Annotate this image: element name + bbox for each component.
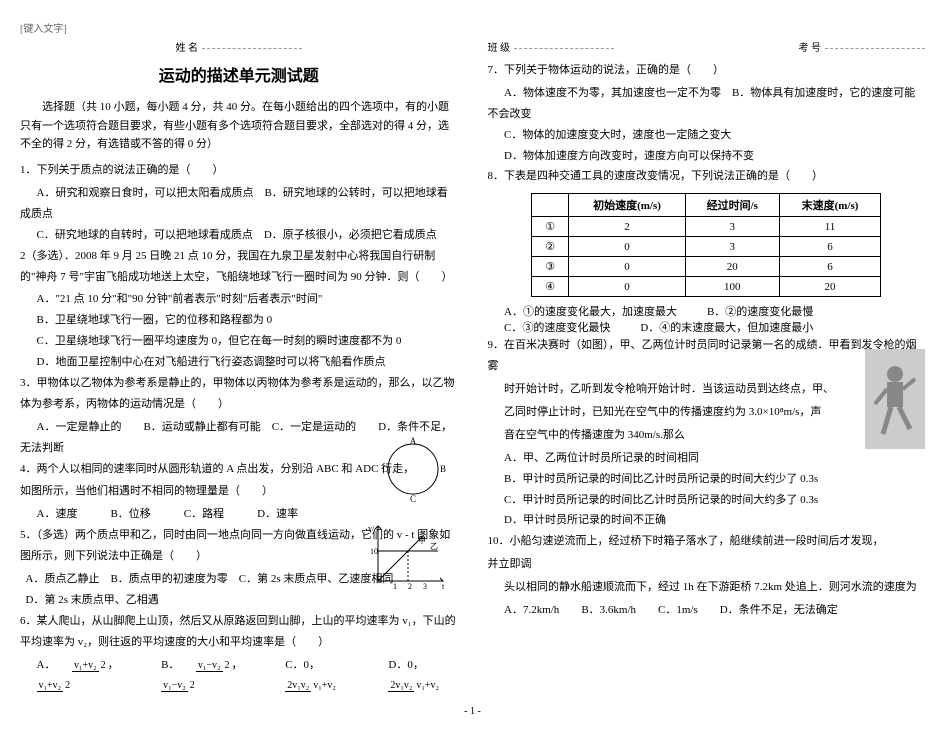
q5-D: D．第 2s 末质点甲、乙相遇 bbox=[20, 590, 458, 611]
q2-stem: 2（多选）．2008 年 9 月 25 日晚 21 点 10 分，我国在九泉卫星… bbox=[20, 246, 458, 288]
q10-opts: A．7.2km/h B．3.6km/h C．1m/s D．条件不足，无法确定 bbox=[488, 600, 926, 621]
q10-stem2: 并立即调 bbox=[488, 554, 926, 575]
svg-text:A: A bbox=[409, 436, 416, 446]
th0 bbox=[532, 194, 569, 217]
insert-text-marker: [键入文字] bbox=[20, 20, 925, 35]
svg-text:B: B bbox=[440, 464, 446, 474]
table-row: ②036 bbox=[532, 237, 881, 257]
q7-stem: 7．下列关于物体运动的说法，正确的是（ ） bbox=[488, 60, 926, 81]
class-label: 班 级 bbox=[488, 43, 511, 54]
svg-text:3: 3 bbox=[423, 582, 427, 591]
q2-C: C．卫星绕地球飞行一圈平均速度为 0，但它在每一时刻的瞬时速度都不为 0 bbox=[20, 331, 458, 352]
q1-CD: C．研究地球的自转时，可以把地球看成质点 D．原子核很小，必须把它看成质点 bbox=[20, 225, 458, 246]
table-row: ①2311 bbox=[532, 217, 881, 237]
th3: 末速度(m/s) bbox=[779, 194, 881, 217]
q8-CD: C．③的速度变化最快D．④的末速度最大，但加速度最小 bbox=[488, 319, 926, 335]
q7-A: A．物体速度不为零，其加速度也一定不为零 B．物体具有加速度时，它的速度可能不会… bbox=[488, 83, 926, 125]
table-row: ④010020 bbox=[532, 277, 881, 297]
name-label: 姓 名 bbox=[176, 43, 199, 54]
runner-photo bbox=[865, 349, 925, 449]
svg-text:D: D bbox=[382, 464, 389, 474]
class-blank bbox=[514, 48, 614, 49]
q7-C: C．物体的加速度变大时，速度也一定随之变大 bbox=[488, 125, 926, 146]
q8-table: 初始速度(m/s) 经过时间/s 末速度(m/s) ①2311 ②036 ③02… bbox=[531, 193, 881, 297]
paper-title: 运动的描述单元测试题 bbox=[20, 62, 458, 86]
left-column: 姓 名 运动的描述单元测试题 选择题（共 10 小题，每小题 4 分，共 40 … bbox=[20, 39, 458, 696]
svg-text:t: t bbox=[442, 582, 445, 591]
right-column: 班 级 考 号 7．下列关于物体运动的说法，正确的是（ ） A．物体速度不为零，… bbox=[488, 39, 926, 696]
q8-AB: A．①的速度变化最大，加速度最大B．②的速度变化最慢 bbox=[488, 303, 926, 319]
th1: 初始速度(m/s) bbox=[569, 194, 686, 217]
q7-D: D．物体加速度方向改变时，速度方向可以保持不变 bbox=[488, 146, 926, 167]
q3-stem: 3．甲物体以乙物体为参考系是静止的，甲物体以丙物体为参考系是运动的，那么，以乙物… bbox=[20, 373, 458, 415]
q9-D: D．甲计时员所记录的时间不正确 bbox=[488, 510, 926, 531]
th2: 经过时间/s bbox=[685, 194, 779, 217]
q1-stem: 1．下列关于质点的说法正确的是（ ） bbox=[20, 160, 458, 181]
exam-blank bbox=[825, 48, 925, 49]
q9-stem1: 9．在百米决赛时（如图），甲、乙两位计时员同时记录第一名的成绩．甲看到发令枪的烟… bbox=[488, 335, 926, 377]
q2-D: D．地面卫星控制中心在对飞船进行飞行姿态调整时可以将飞船看作质点 bbox=[20, 352, 458, 373]
q2-A: A．"21 点 10 分"和"90 分钟"前者表示"时刻"后者表示"时间" bbox=[20, 289, 458, 310]
svg-text:C: C bbox=[409, 494, 415, 504]
q9-B: B．甲计时员所记录的时间比乙计时员所记录的时间大约少了 0.3s bbox=[488, 469, 926, 490]
svg-text:甲: 甲 bbox=[418, 536, 426, 545]
exam-label: 考 号 bbox=[799, 43, 822, 54]
q9-A: A．甲、乙两位计时员所记录的时间相同 bbox=[488, 448, 926, 469]
q9-stem4: 音在空气中的传播速度为 340m/s.那么 bbox=[488, 425, 926, 446]
page-columns: 姓 名 运动的描述单元测试题 选择题（共 10 小题，每小题 4 分，共 40 … bbox=[20, 39, 925, 696]
svg-text:v/: v/ bbox=[368, 524, 375, 533]
svg-text:1: 1 bbox=[393, 582, 397, 591]
q10-stem1: 10．小船匀速逆流而上，经过桥下时箱子落水了，船继续前进一段时间后才发现， bbox=[488, 531, 926, 552]
q9-C: C．甲计时员所记录的时间比乙计时员所记录的时间大约多了 0.3s bbox=[488, 490, 926, 511]
q9-stem2: 时开始计时，乙听到发令枪响开始计时．当该运动员到达终点，甲、 bbox=[488, 379, 926, 400]
q2-B: B．卫星绕地球飞行一圈，它的位移和路程都为 0 bbox=[20, 310, 458, 331]
q4-circle-diagram: A B C D bbox=[378, 434, 448, 504]
q6-stem: 6．某人爬山，从山脚爬上山顶，然后又从原路返回到山脚，上山的平均速率为 v₁，下… bbox=[20, 611, 458, 653]
page-number: - 1 - bbox=[20, 706, 925, 717]
q1-AB: A．研究和观察日食时，可以把太阳看成质点 B．研究地球的公转时，可以把地球看成质… bbox=[20, 183, 458, 225]
name-blank bbox=[202, 48, 302, 49]
q8-stem: 8．下表是四种交通工具的速度改变情况，下列说法正确的是（ ） bbox=[488, 166, 926, 187]
q5-vt-graph: v/ 10 1 2 3 甲 乙 t bbox=[368, 521, 448, 591]
instructions: 选择题（共 10 小题，每小题 4 分，共 40 分。在每小题给出的四个选项中，… bbox=[20, 98, 458, 154]
svg-text:2: 2 bbox=[408, 582, 412, 591]
table-row: ③0206 bbox=[532, 257, 881, 277]
svg-text:10: 10 bbox=[370, 547, 378, 556]
svg-text:乙: 乙 bbox=[430, 542, 438, 551]
q6-opts: A．v₁+v₂2，v₁+v₂2 B．v₁−v₂2，v₁−v₂2 C．0，2v₁v… bbox=[20, 655, 458, 697]
q9-stem3: 乙同时停止计时，已知光在空气中的传播速度约为 3.0×10⁸m/s，声 bbox=[488, 402, 926, 423]
q10-stem3: 头以相同的静水船速顺流而下，经过 1h 在下游距桥 7.2km 处追上．则河水流… bbox=[488, 577, 926, 598]
